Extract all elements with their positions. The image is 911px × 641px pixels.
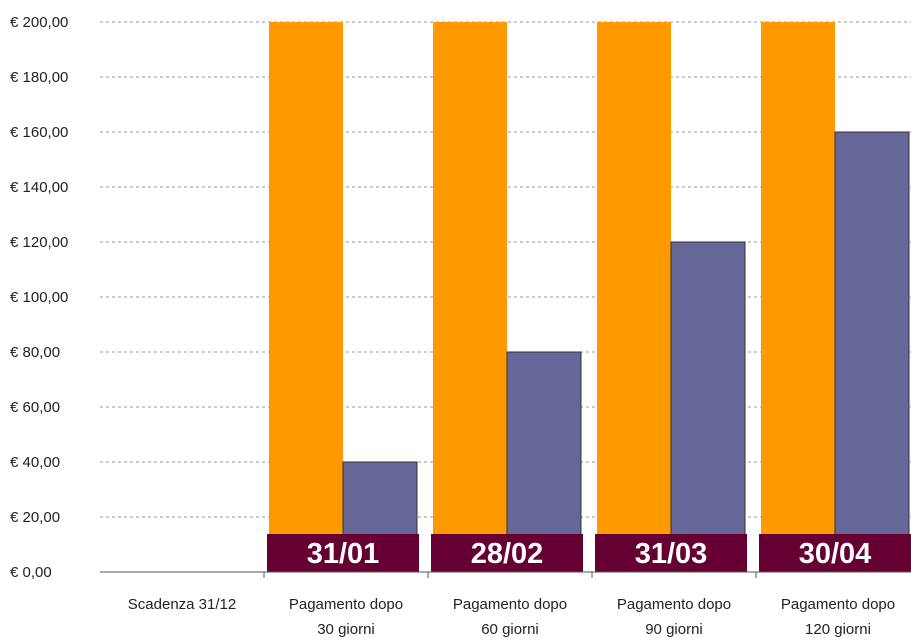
y-tick-label: € 100,00: [10, 289, 68, 306]
y-tick-label: € 40,00: [10, 454, 60, 471]
date-label: 28/02: [471, 538, 544, 570]
bars: 31/01 28/02 31/03 30/04: [267, 22, 911, 573]
x-tick-label: Pagamento dopo: [453, 596, 567, 613]
x-tick-label: Pagamento dopo: [289, 596, 403, 613]
bar-purple: [670, 241, 746, 573]
x-tick-label: 60 giorni: [481, 621, 539, 638]
x-tick-label: Scadenza 31/12: [128, 596, 236, 613]
y-tick-label: € 120,00: [10, 234, 68, 251]
bar-orange: [433, 22, 507, 572]
bar-orange: [597, 22, 671, 572]
y-tick-label: € 160,00: [10, 124, 68, 141]
x-tick-label: Pagamento dopo: [781, 596, 895, 613]
y-tick-label: € 140,00: [10, 179, 68, 196]
x-tick-label: 30 giorni: [317, 621, 375, 638]
date-label: 30/04: [799, 538, 872, 570]
date-label-band: [595, 534, 747, 572]
y-tick-label: € 60,00: [10, 399, 60, 416]
date-label: 31/03: [635, 538, 708, 570]
x-tick-label: Pagamento dopo: [617, 596, 731, 613]
date-label-band: [267, 534, 419, 572]
x-axis: [100, 571, 911, 578]
y-tick-label: € 20,00: [10, 509, 60, 526]
bar-orange: [761, 22, 835, 572]
x-axis-ticks: Scadenza 31/12 Pagamento dopo 30 giorni Pag…: [128, 596, 895, 638]
x-tick-label: 90 giorni: [645, 621, 703, 638]
date-label-band: [431, 534, 583, 572]
y-tick-label: € 0,00: [10, 564, 52, 581]
y-tick-label: € 200,00: [10, 14, 68, 31]
date-label-band: [759, 534, 911, 572]
x-tick-label: 120 giorni: [805, 621, 871, 638]
y-tick-label: € 180,00: [10, 69, 68, 86]
date-label: 31/01: [307, 538, 380, 570]
y-tick-label: € 80,00: [10, 344, 60, 361]
bar-purple: [834, 131, 910, 573]
bar-orange: [269, 22, 343, 572]
y-axis-ticks: € 0,00 € 20,00 € 40,00 € 60,00 € 80,00 € 100,…: [10, 14, 68, 581]
